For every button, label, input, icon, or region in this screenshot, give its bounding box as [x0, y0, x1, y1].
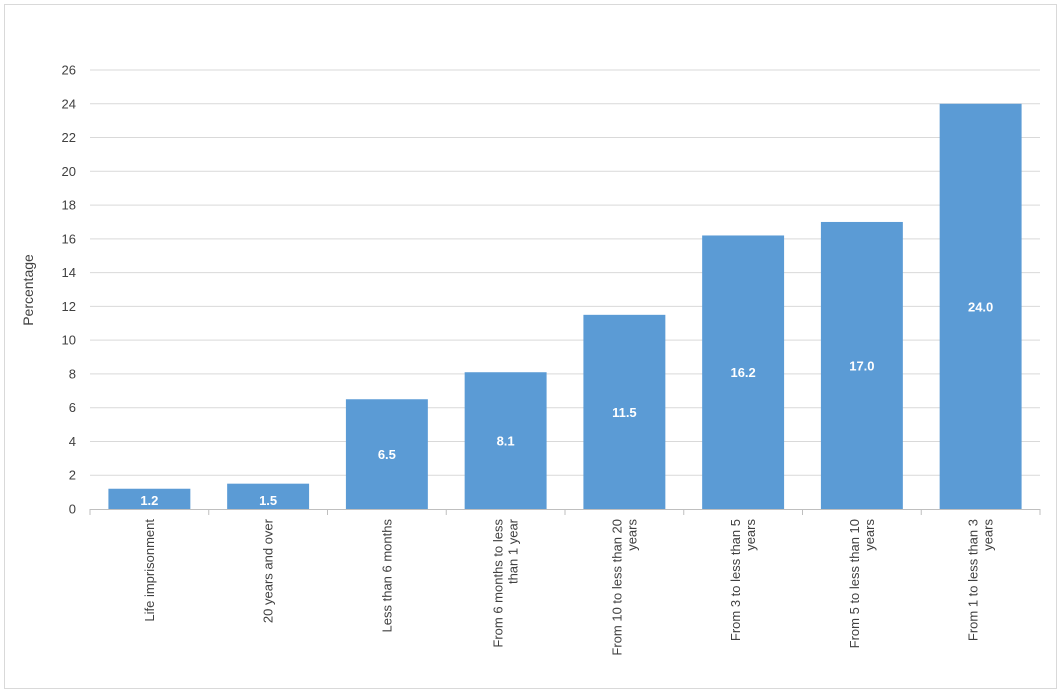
x-tick-label-line: Less than 6 months: [379, 519, 394, 633]
y-tick-label: 12: [62, 299, 76, 314]
data-label: 6.5: [378, 447, 396, 462]
x-tick-label-line: years: [862, 519, 877, 551]
y-tick-label: 2: [69, 468, 76, 483]
x-tick-label-line: From 5 to less than 10: [847, 519, 862, 648]
x-tick-label-line: Life imprisonment: [142, 519, 157, 622]
x-tick-label: From 6 months to lessthan 1 year: [491, 518, 521, 647]
data-label: 17.0: [849, 358, 874, 373]
x-tick-label-line: From 3 to less than 5: [728, 519, 743, 641]
x-tick-label: 20 years and over: [261, 518, 276, 623]
x-tick-label: From 10 to less than 20years: [609, 519, 639, 656]
x-tick-label: Less than 6 months: [379, 519, 394, 633]
data-label: 24.0: [968, 299, 993, 314]
x-tick-label: From 1 to less than 3years: [966, 519, 996, 642]
y-tick-label: 6: [69, 400, 76, 415]
bar: [227, 483, 310, 509]
x-tick-label: From 3 to less than 5years: [728, 519, 758, 642]
x-tick-label-line: than 1 year: [506, 518, 521, 584]
bar: [702, 235, 785, 509]
x-tick-label-line: From 1 to less than 3: [966, 519, 981, 641]
data-label: 1.5: [259, 493, 277, 508]
data-label: 11.5: [612, 405, 637, 420]
x-tick-label-line: years: [624, 519, 639, 551]
bar: [345, 399, 428, 509]
x-axis-labels: Life imprisonment 20 years and over Less t…: [142, 518, 996, 655]
bar: [820, 221, 903, 509]
y-tick-label: 22: [62, 130, 76, 145]
x-tick-label-line: years: [981, 519, 996, 551]
y-axis-title: Percentage: [20, 254, 36, 326]
x-tick-label-line: From 6 months to less: [491, 519, 506, 648]
y-tick-label: 8: [69, 366, 76, 381]
y-tick-label: 26: [62, 63, 76, 78]
y-tick-label: 18: [62, 198, 76, 213]
data-label: 16.2: [730, 365, 755, 380]
data-label: 1.2: [140, 493, 158, 508]
x-tick-label: Life imprisonment: [142, 519, 157, 622]
y-tick-label: 10: [62, 333, 76, 348]
bar: [108, 488, 191, 509]
y-tick-label: 0: [69, 502, 76, 517]
data-label: 8.1: [497, 434, 515, 449]
bar: [464, 372, 547, 509]
x-axis: [89, 509, 1041, 515]
y-tick-label: 14: [62, 265, 76, 280]
y-tick-label: 16: [62, 231, 76, 246]
y-tick-label: 20: [62, 164, 76, 179]
x-tick-label-line: 20 years and over: [261, 518, 276, 623]
y-tick-label: 24: [62, 96, 76, 111]
x-tick-label-line: years: [743, 519, 758, 551]
y-tick-label: 4: [69, 434, 76, 449]
x-tick-label: From 5 to less than 10years: [847, 519, 877, 649]
bar: [583, 314, 666, 509]
x-tick-label-line: From 10 to less than 20: [609, 519, 624, 656]
bars: 1.2 1.5 6.5 8.1 11.5 16.2 17.0 24.0: [108, 103, 1022, 510]
bar: [939, 103, 1022, 510]
